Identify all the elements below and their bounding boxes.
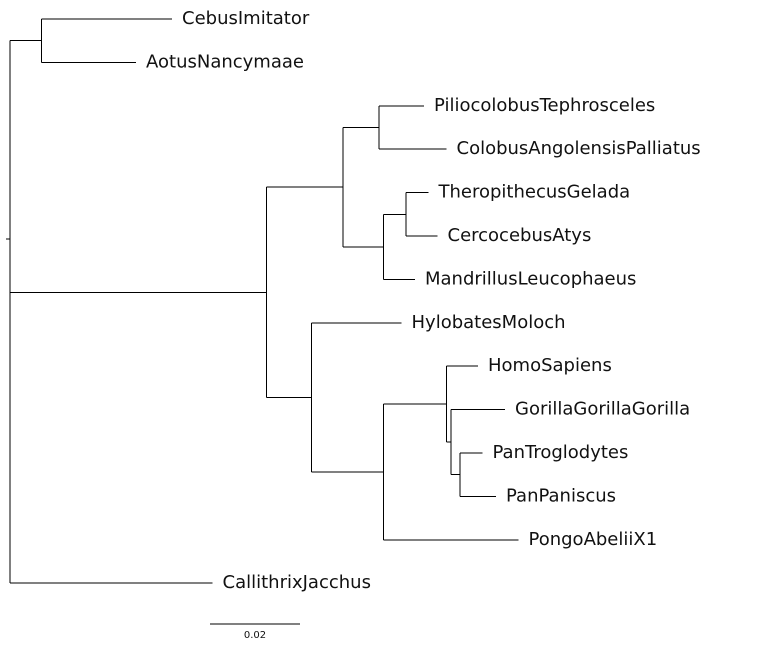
leaf-label-homo: HomoSapiens [488,355,612,376]
leaf-label-hylo: HylobatesMoloch [412,312,566,333]
leaf-label-panpan: PanPaniscus [506,485,616,506]
leaf-label-pantro: PanTroglodytes [493,442,629,463]
leaf-label-cerco: CercocebusAtys [448,225,592,246]
leaf-label-mandr: MandrillusLeucophaeus [425,268,636,289]
leaf-label-calli: CallithrixJacchus [223,572,371,593]
leaf-label-cebus: CebusImitator [182,8,310,29]
leaf-label-colobus: ColobusAngolensisPalliatus [457,138,701,159]
leaf-label-gorilla: GorillaGorillaGorilla [515,399,690,420]
tree-branches [6,18,519,584]
leaf-label-aotus: AotusNancymaae [146,51,304,72]
scale-bar-label: 0.02 [244,630,266,641]
leaf-label-thero: TheropithecusGelada [438,182,631,203]
leaf-label-pongo: PongoAbeliiX1 [529,529,658,550]
scale-bar: 0.02 [210,623,300,641]
leaf-label-pilio: PiliocolobusTephrosceles [434,95,655,116]
tree-leaf-labels: CebusImitator AotusNancymaae PiliocolobusT… [146,8,701,593]
